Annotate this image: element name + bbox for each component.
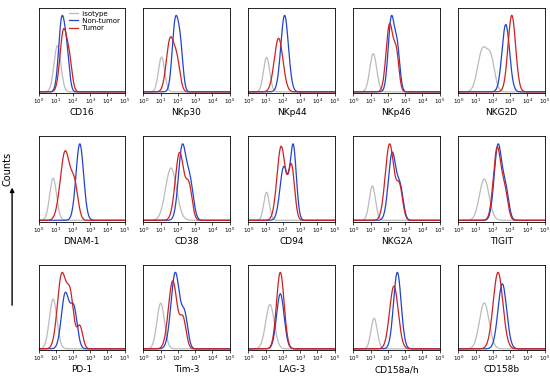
- X-axis label: CD38: CD38: [174, 237, 199, 246]
- X-axis label: LAG-3: LAG-3: [278, 365, 305, 374]
- X-axis label: Tim-3: Tim-3: [174, 365, 199, 374]
- X-axis label: TIGIT: TIGIT: [490, 237, 513, 246]
- X-axis label: CD16: CD16: [69, 108, 94, 117]
- Text: Counts: Counts: [3, 152, 13, 186]
- X-axis label: CD158b: CD158b: [483, 365, 520, 374]
- X-axis label: NKG2A: NKG2A: [381, 237, 412, 246]
- Legend:  isotype,  Non-tumor,  Tumor: isotype, Non-tumor, Tumor: [68, 10, 121, 32]
- X-axis label: NKp44: NKp44: [277, 108, 306, 117]
- X-axis label: NKp46: NKp46: [382, 108, 411, 117]
- X-axis label: CD158a/h: CD158a/h: [374, 365, 419, 374]
- X-axis label: CD94: CD94: [279, 237, 304, 246]
- X-axis label: NKp30: NKp30: [172, 108, 201, 117]
- X-axis label: NKG2D: NKG2D: [486, 108, 518, 117]
- X-axis label: DNAM-1: DNAM-1: [63, 237, 100, 246]
- X-axis label: PD-1: PD-1: [71, 365, 92, 374]
